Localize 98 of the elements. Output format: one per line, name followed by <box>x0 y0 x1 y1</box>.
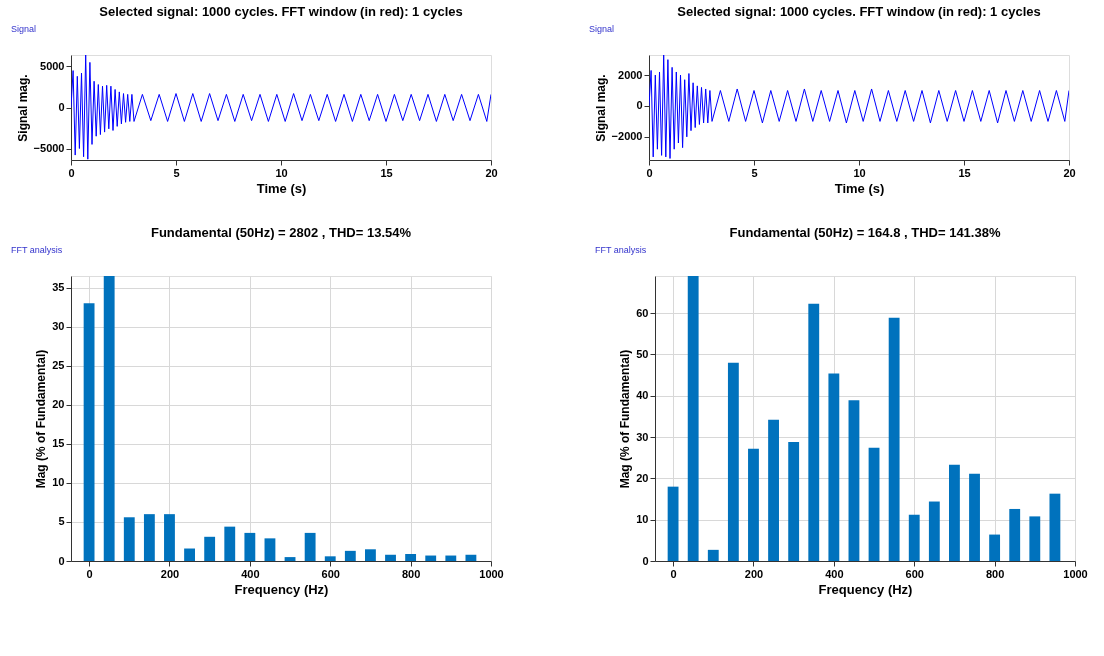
y-axis-title: Mag (% of Fundamental) <box>34 349 49 489</box>
bar <box>1029 516 1041 561</box>
chart-title: Fundamental (50Hz) = 2802 , THD= 13.54% <box>150 225 412 240</box>
x-tick-label: 400 <box>825 567 844 580</box>
bar <box>164 514 175 561</box>
y-tick-label: 20 <box>52 398 65 411</box>
y-tick-label: −5000 <box>33 142 65 155</box>
bar <box>465 554 477 561</box>
y-tick-label: 10 <box>52 476 65 489</box>
y-tick-label: 60 <box>636 306 649 319</box>
y-tick-label: 5000 <box>40 59 65 72</box>
bar <box>244 532 256 561</box>
y-tick-label: 5 <box>58 515 65 528</box>
bar <box>888 317 900 561</box>
bar <box>667 486 679 561</box>
text: FFT analysis <box>595 245 647 255</box>
y-tick-label: 50 <box>636 347 649 360</box>
chart-title: Selected signal: 1000 cycles. FFT window (in red): 1 cycles <box>677 4 1041 19</box>
x-tick-label: 10 <box>275 166 288 179</box>
chart-title: Selected signal: 1000 cycles. FFT window (in red): 1 cycles <box>99 4 463 19</box>
y-tick-label: 30 <box>636 430 649 443</box>
x-axis-title: Time (s) <box>256 180 307 196</box>
bar <box>768 419 779 561</box>
bar <box>204 536 216 561</box>
bar <box>365 549 376 561</box>
bar <box>224 526 236 561</box>
y-axis-title: Mag (% of Fundamental) <box>618 349 633 489</box>
bar <box>989 534 1001 561</box>
x-axis-title: Time (s) <box>834 180 885 196</box>
bar <box>405 553 417 561</box>
y-tick-label: 20 <box>636 471 649 484</box>
y-tick-label: 30 <box>52 320 65 333</box>
bar <box>808 303 820 561</box>
chart-title: Fundamental (50Hz) = 164.8 , THD= 141.38% <box>729 225 1001 240</box>
x-tick-label: 5 <box>173 166 180 179</box>
bar <box>304 532 316 561</box>
x-tick-label: 15 <box>380 166 393 179</box>
bar <box>1009 508 1021 561</box>
bar <box>788 442 800 561</box>
y-tick-label: 2000 <box>618 68 643 81</box>
bar <box>828 373 840 561</box>
x-tick-label: 0 <box>86 567 93 580</box>
bar <box>848 400 860 561</box>
x-axis-title: Frequency (Hz) <box>818 581 913 597</box>
text: FFT analysis <box>11 245 63 255</box>
x-tick-label: 400 <box>241 567 260 580</box>
y-tick-label: 0 <box>58 101 65 113</box>
text: Signal <box>11 24 37 34</box>
y-axis-title: Signal mag. <box>593 74 608 142</box>
bar <box>949 464 960 561</box>
x-tick-label: 200 <box>160 567 180 580</box>
y-tick-label: 15 <box>52 437 65 450</box>
bar <box>748 448 759 561</box>
x-tick-label: 5 <box>751 166 758 179</box>
bar <box>425 555 437 561</box>
x-tick-label: 20 <box>485 166 498 179</box>
x-tick-label: 800 <box>401 567 421 580</box>
x-tick-label: 600 <box>905 567 924 580</box>
bar <box>324 556 336 561</box>
x-tick-label: 0 <box>670 567 677 580</box>
bar <box>284 557 296 561</box>
x-tick-label: 20 <box>1063 166 1076 179</box>
x-tick-label: 15 <box>958 166 971 179</box>
x-tick-label: 1000 <box>1063 567 1088 580</box>
x-tick-label: 10 <box>853 166 866 179</box>
y-tick-label: 25 <box>52 359 65 372</box>
y-tick-label: 10 <box>636 513 649 526</box>
x-tick-label: 600 <box>321 567 340 580</box>
y-tick-label: 40 <box>636 389 649 402</box>
y-tick-label: 0 <box>58 554 65 567</box>
bar <box>1049 493 1061 561</box>
bar <box>123 517 135 561</box>
x-tick-label: 1000 <box>479 567 504 580</box>
y-tick-label: −2000 <box>611 130 643 143</box>
bar <box>83 303 95 561</box>
bar <box>103 276 115 561</box>
bar <box>687 276 699 561</box>
bar <box>264 538 276 561</box>
text: Signal <box>589 24 615 34</box>
x-tick-label: 800 <box>985 567 1005 580</box>
x-tick-label: 200 <box>744 567 764 580</box>
y-tick-label: 0 <box>636 99 643 112</box>
bar <box>727 362 739 561</box>
y-tick-label: 0 <box>642 554 649 567</box>
y-tick-label: 35 <box>52 281 65 294</box>
bar <box>445 555 457 561</box>
bar <box>143 514 155 561</box>
bar <box>908 514 920 561</box>
bar <box>969 473 980 561</box>
bar <box>707 549 719 561</box>
y-axis-title: Signal mag. <box>15 74 30 142</box>
bar <box>385 554 396 561</box>
bar <box>184 548 195 561</box>
x-tick-label: 0 <box>68 166 75 179</box>
bar <box>344 550 356 561</box>
bar <box>868 447 880 561</box>
x-axis-title: Frequency (Hz) <box>234 581 329 597</box>
bar <box>928 501 940 561</box>
